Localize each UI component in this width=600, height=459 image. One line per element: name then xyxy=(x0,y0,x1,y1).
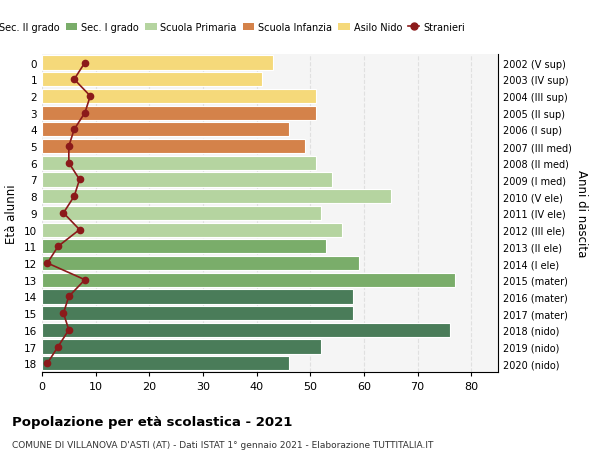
Bar xyxy=(42,356,289,370)
Bar xyxy=(42,106,316,121)
Bar xyxy=(42,190,391,204)
Bar xyxy=(42,157,316,170)
Bar xyxy=(42,73,262,87)
Bar xyxy=(42,273,455,287)
Bar xyxy=(42,123,289,137)
Bar xyxy=(42,240,326,254)
Bar xyxy=(42,323,450,337)
Text: Popolazione per età scolastica - 2021: Popolazione per età scolastica - 2021 xyxy=(12,415,292,428)
Bar xyxy=(42,223,343,237)
Bar xyxy=(42,257,359,270)
Bar xyxy=(42,207,321,220)
Bar xyxy=(42,340,321,354)
Bar xyxy=(42,306,353,320)
Bar xyxy=(42,290,353,304)
Y-axis label: Età alunni: Età alunni xyxy=(5,184,19,243)
Legend: Sec. II grado, Sec. I grado, Scuola Primaria, Scuola Infanzia, Asilo Nido, Stran: Sec. II grado, Sec. I grado, Scuola Prim… xyxy=(0,19,469,37)
Bar xyxy=(42,140,305,154)
Y-axis label: Anni di nascita: Anni di nascita xyxy=(575,170,589,257)
Bar xyxy=(42,173,332,187)
Text: COMUNE DI VILLANOVA D'ASTI (AT) - Dati ISTAT 1° gennaio 2021 - Elaborazione TUTT: COMUNE DI VILLANOVA D'ASTI (AT) - Dati I… xyxy=(12,440,433,449)
Bar xyxy=(42,90,316,104)
Bar xyxy=(42,56,272,71)
